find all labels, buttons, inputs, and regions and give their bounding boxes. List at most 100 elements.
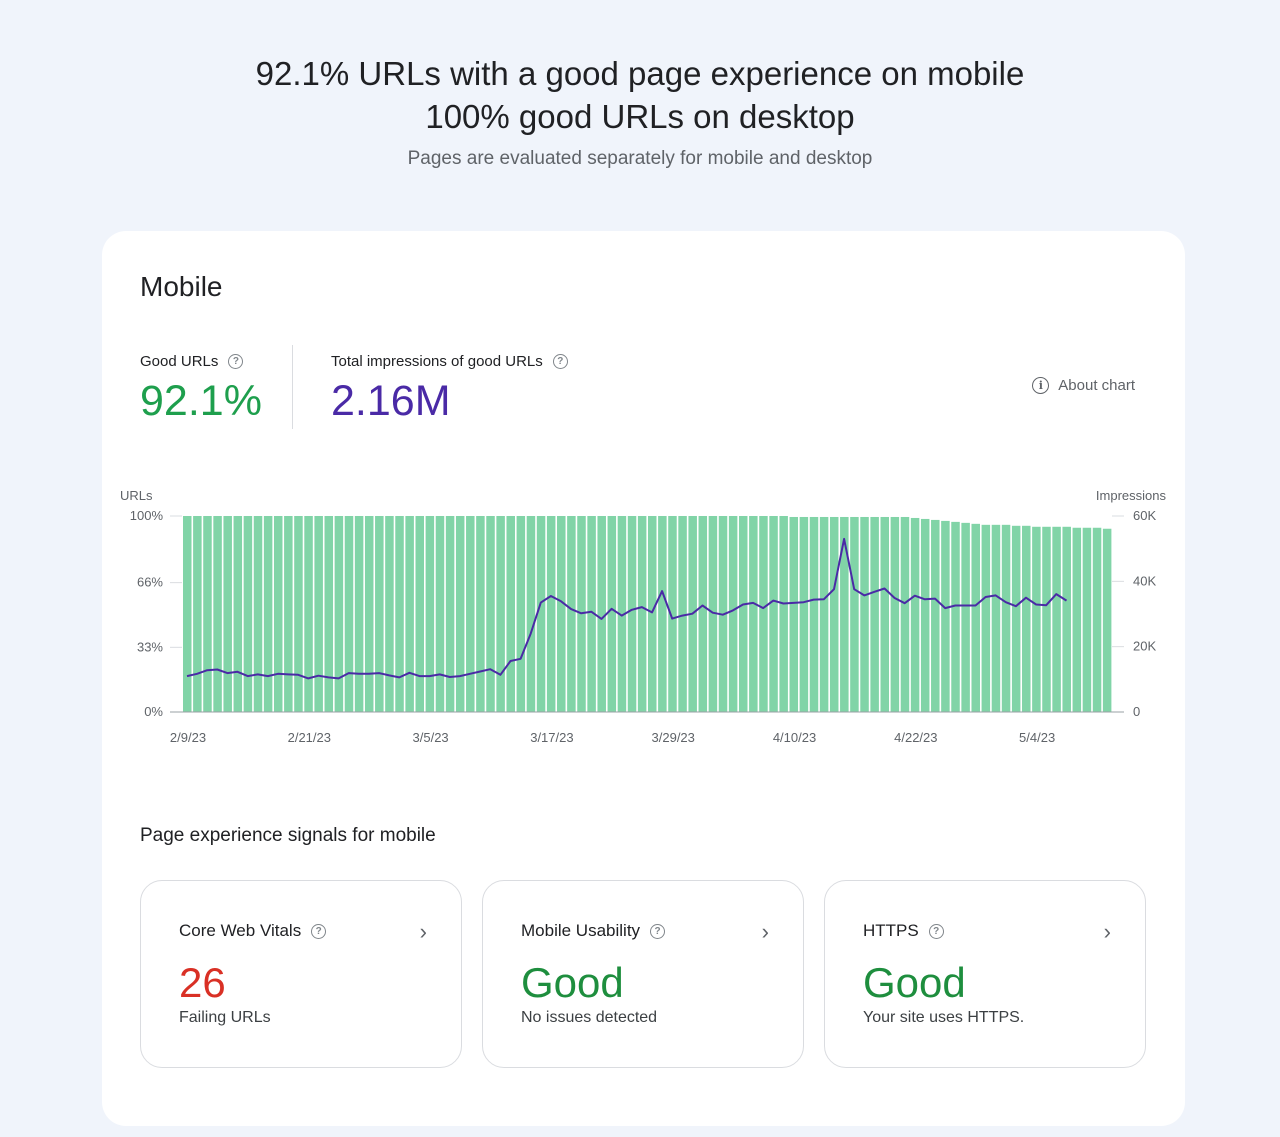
bar [223,516,232,712]
bar [809,516,819,712]
right-tick-label: 0 [1133,704,1140,719]
bar [728,516,738,712]
card-title: Mobile [140,271,223,302]
left-tick-label: 66% [137,575,163,590]
x-tick-label: 3/29/23 [652,730,695,745]
bar [698,516,708,712]
good-urls-value: 92.1% [140,377,262,425]
bar [375,516,384,712]
bar [1001,524,1011,712]
help-circle-icon[interactable]: ? [552,354,568,369]
bar [557,516,566,712]
bar [273,516,283,712]
left-tick-label: 33% [137,639,163,654]
bar [870,516,879,712]
https-card[interactable]: HTTPS ? › Good Your site uses HTTPS. [824,880,1146,1068]
bar [455,516,465,712]
bar [981,524,991,712]
help-circle-icon[interactable]: ? [928,923,944,939]
bar [678,516,687,712]
bar [354,516,364,712]
impressions-line [186,537,1068,680]
bar [759,516,768,712]
bar [910,517,920,712]
metric-divider [292,345,293,429]
bar [1082,527,1092,712]
bar [637,516,647,712]
headline-desktop: 100% good URLs on desktop [425,98,855,135]
right-tick-label: 60K [1133,508,1156,523]
signal-description: Failing URLs [179,1009,271,1026]
bar [1022,525,1031,712]
bar [749,516,758,712]
bar [617,516,627,712]
help-circle-icon[interactable]: ? [650,923,666,939]
signal-value: Good [521,959,624,1006]
bar [900,516,910,712]
info-icon: i [1032,377,1050,394]
bar [233,516,243,712]
mobile-usability-card[interactable]: Mobile Usability ? › Good No issues dete… [482,880,804,1068]
bar [203,516,212,712]
bar [840,516,849,712]
bar [1011,525,1021,712]
bar [324,516,334,712]
bar [1042,526,1051,712]
impressions-metric: Total impressions of good URLs ? 2.16M [331,353,568,426]
bar [506,516,515,712]
left-tick-label: 100% [130,508,164,523]
good-urls-label: Good URLs [140,353,219,370]
bar [344,516,354,712]
signal-label: Core Web Vitals [179,921,302,940]
bar [860,516,869,712]
bar [1052,526,1061,712]
bar [648,516,657,712]
bar [1092,527,1102,712]
bar [526,516,536,712]
core-web-vitals-card[interactable]: Core Web Vitals ? › 26 Failing URLs [140,880,462,1068]
urls-impressions-chart: 0% 33% 66% 100% 0 20K 40K 60K URLs Impressions 2/9… [120,488,1167,745]
headline-subtitle: Pages are evaluated separately for mobil… [407,148,873,169]
about-chart-link[interactable]: i About chart [1032,377,1135,394]
bar [304,516,313,712]
bar [385,516,394,712]
signals-title: Page experience signals for mobile [140,825,436,846]
bar [284,516,293,712]
x-tick-label: 5/4/23 [1019,730,1055,745]
x-tick-label: 4/10/23 [773,730,816,745]
bar [567,516,576,712]
bar [415,516,425,712]
signal-value: 26 [179,959,226,1006]
bar [183,516,192,712]
bar [769,516,778,712]
chevron-right-icon: › [1103,919,1111,944]
impressions-value: 2.16M [331,377,451,425]
signal-label: Mobile Usability [521,921,641,940]
bar [536,516,546,712]
bar [880,516,890,712]
signal-label: HTTPS [863,921,919,940]
bar [395,516,404,712]
x-tick-label: 3/5/23 [413,730,449,745]
page-header: 92.1% URLs with a good page experience o… [0,52,1280,170]
bar [435,516,445,712]
bar [405,516,414,712]
good-urls-metric: Good URLs ? 92.1% [140,353,262,426]
bar [587,516,596,712]
signal-value: Good [863,959,966,1006]
bar [819,516,829,712]
bar [466,516,475,712]
bar [364,516,374,712]
help-circle-icon[interactable]: ? [228,354,244,369]
bar [425,516,435,712]
bar [193,516,202,712]
bar [243,516,253,712]
bar [920,518,930,712]
bar [708,516,718,712]
bar [294,516,303,712]
help-circle-icon[interactable]: ? [311,923,327,939]
bar [627,516,637,712]
chevron-right-icon: › [761,919,769,944]
bar [1072,527,1082,712]
bar [658,516,667,712]
